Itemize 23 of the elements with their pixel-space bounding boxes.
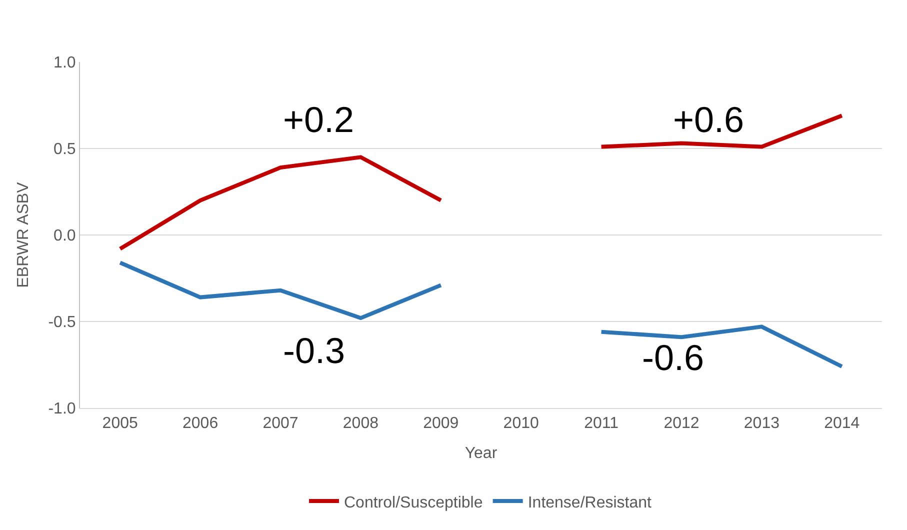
x-tick-label: 2012 bbox=[664, 415, 700, 432]
x-tick-label: 2005 bbox=[102, 415, 138, 432]
y-axis-title: EBRWR ASBV bbox=[15, 182, 32, 288]
annotation: +0.2 bbox=[283, 99, 354, 140]
annotation: -0.3 bbox=[283, 330, 346, 371]
x-tick-label: 2008 bbox=[342, 415, 379, 432]
y-tick-label: 1.0 bbox=[54, 54, 76, 72]
legend-label: Control/Susceptible bbox=[344, 494, 483, 512]
legend-label: Intense/Resistant bbox=[528, 494, 652, 512]
y-tick-label: -1.0 bbox=[48, 400, 76, 418]
x-axis-title: Year bbox=[464, 444, 498, 462]
annotation: -0.6 bbox=[642, 337, 704, 378]
x-tick-label: 2013 bbox=[744, 415, 780, 432]
x-tick-label: 2007 bbox=[262, 415, 298, 432]
x-tick-label: 2009 bbox=[423, 415, 459, 432]
y-tick-label: 0.5 bbox=[54, 141, 76, 158]
y-tick-label: -0.5 bbox=[48, 314, 76, 332]
x-tick-label: 2014 bbox=[824, 415, 860, 432]
annotation: +0.6 bbox=[673, 99, 744, 140]
x-tick-label: 2010 bbox=[503, 415, 539, 432]
x-tick-label: 2011 bbox=[584, 415, 619, 432]
x-tick-label: 2006 bbox=[182, 415, 218, 432]
y-tick-label: 0.0 bbox=[54, 228, 76, 245]
